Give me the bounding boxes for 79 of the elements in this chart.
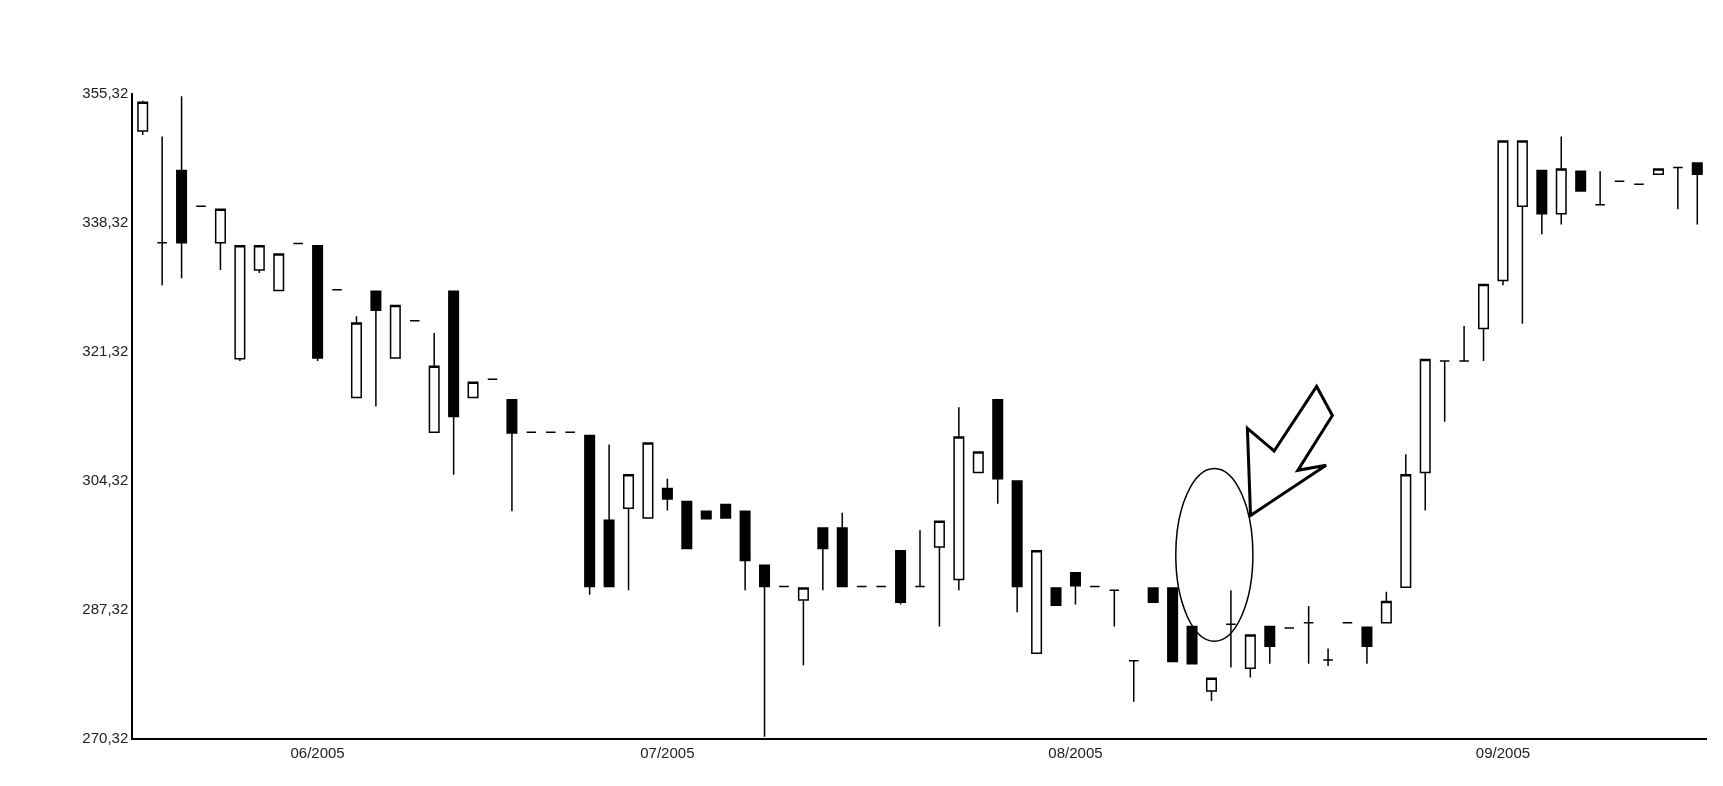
candlestick	[1594, 170, 1606, 206]
candlestick	[1089, 585, 1101, 588]
candlestick	[331, 288, 343, 291]
candlestick	[642, 442, 654, 519]
candlestick	[1400, 453, 1412, 588]
candlestick	[1186, 625, 1198, 665]
candlestick	[584, 434, 596, 596]
candlestick	[1205, 677, 1217, 702]
candlestick	[506, 398, 518, 513]
x-tick-label: 09/2005	[1475, 743, 1531, 761]
candlestick	[234, 244, 246, 362]
candlestick	[253, 244, 265, 274]
candlestick	[1652, 168, 1664, 176]
candlestick	[875, 585, 887, 588]
candlestick	[1167, 587, 1179, 663]
candlestick	[137, 99, 149, 136]
candlestick	[1497, 140, 1509, 286]
candlestick	[1050, 587, 1062, 607]
candlestick	[292, 242, 304, 245]
candlestick	[603, 443, 615, 588]
x-tick-label: 08/2005	[1048, 743, 1103, 761]
candlestick	[1361, 626, 1373, 665]
candlestick	[681, 500, 693, 550]
candlestick	[797, 587, 809, 667]
candlestick	[1108, 589, 1120, 628]
candlestick	[1303, 605, 1315, 665]
candlestick	[1516, 140, 1528, 325]
candlestick	[1225, 589, 1237, 669]
y-tick-label: 321,32	[82, 342, 129, 360]
candlestick	[1575, 170, 1587, 192]
y-tick-label: 304,32	[82, 471, 129, 489]
x-tick-label: 07/2005	[640, 743, 695, 761]
candlestick	[933, 520, 945, 628]
candlestick	[1380, 590, 1392, 624]
candlestick	[1419, 358, 1431, 512]
candlestick	[370, 290, 382, 408]
candlestick	[700, 510, 712, 520]
candlestick	[389, 304, 401, 359]
candlestick	[350, 315, 362, 399]
candlestick	[720, 503, 732, 519]
candlestick	[1536, 169, 1548, 236]
candlestick	[448, 290, 460, 476]
candlestick	[1069, 571, 1081, 606]
candlestick	[661, 477, 673, 512]
candlestick	[1031, 549, 1043, 654]
candlestick	[895, 549, 907, 606]
y-tick-label: 270,32	[82, 729, 129, 747]
candlestick	[739, 510, 751, 591]
candlestick	[545, 431, 557, 434]
y-tick-label: 287,32	[82, 600, 129, 618]
y-tick-label: 338,32	[82, 213, 129, 231]
candlestick	[273, 253, 285, 292]
candlestick	[953, 406, 965, 591]
candlestick	[1691, 162, 1703, 226]
candlestick	[214, 208, 226, 271]
candlestick	[1264, 625, 1276, 665]
candlestick	[1555, 135, 1567, 226]
x-tick-label: 06/2005	[290, 743, 345, 761]
candlestick	[972, 451, 984, 474]
candlestick	[1128, 660, 1140, 703]
candlestick	[467, 381, 479, 399]
candlestick	[564, 431, 576, 434]
candlestick	[428, 332, 440, 434]
candlestick	[525, 431, 537, 434]
candlestick	[992, 398, 1004, 505]
candlestick	[856, 585, 868, 588]
candlestick	[778, 585, 790, 588]
candlestick	[156, 135, 168, 286]
candlestick	[1147, 587, 1159, 604]
candlestick	[312, 244, 324, 362]
candlestick	[1011, 480, 1023, 613]
candlestick	[1672, 166, 1684, 210]
candlestick	[836, 512, 848, 588]
candlestick	[623, 474, 635, 591]
candlestick	[1244, 634, 1256, 679]
candlestick	[1478, 283, 1490, 362]
y-tick-label: 355,32	[82, 84, 129, 102]
candlestick	[817, 527, 829, 591]
candlestick	[176, 95, 188, 280]
